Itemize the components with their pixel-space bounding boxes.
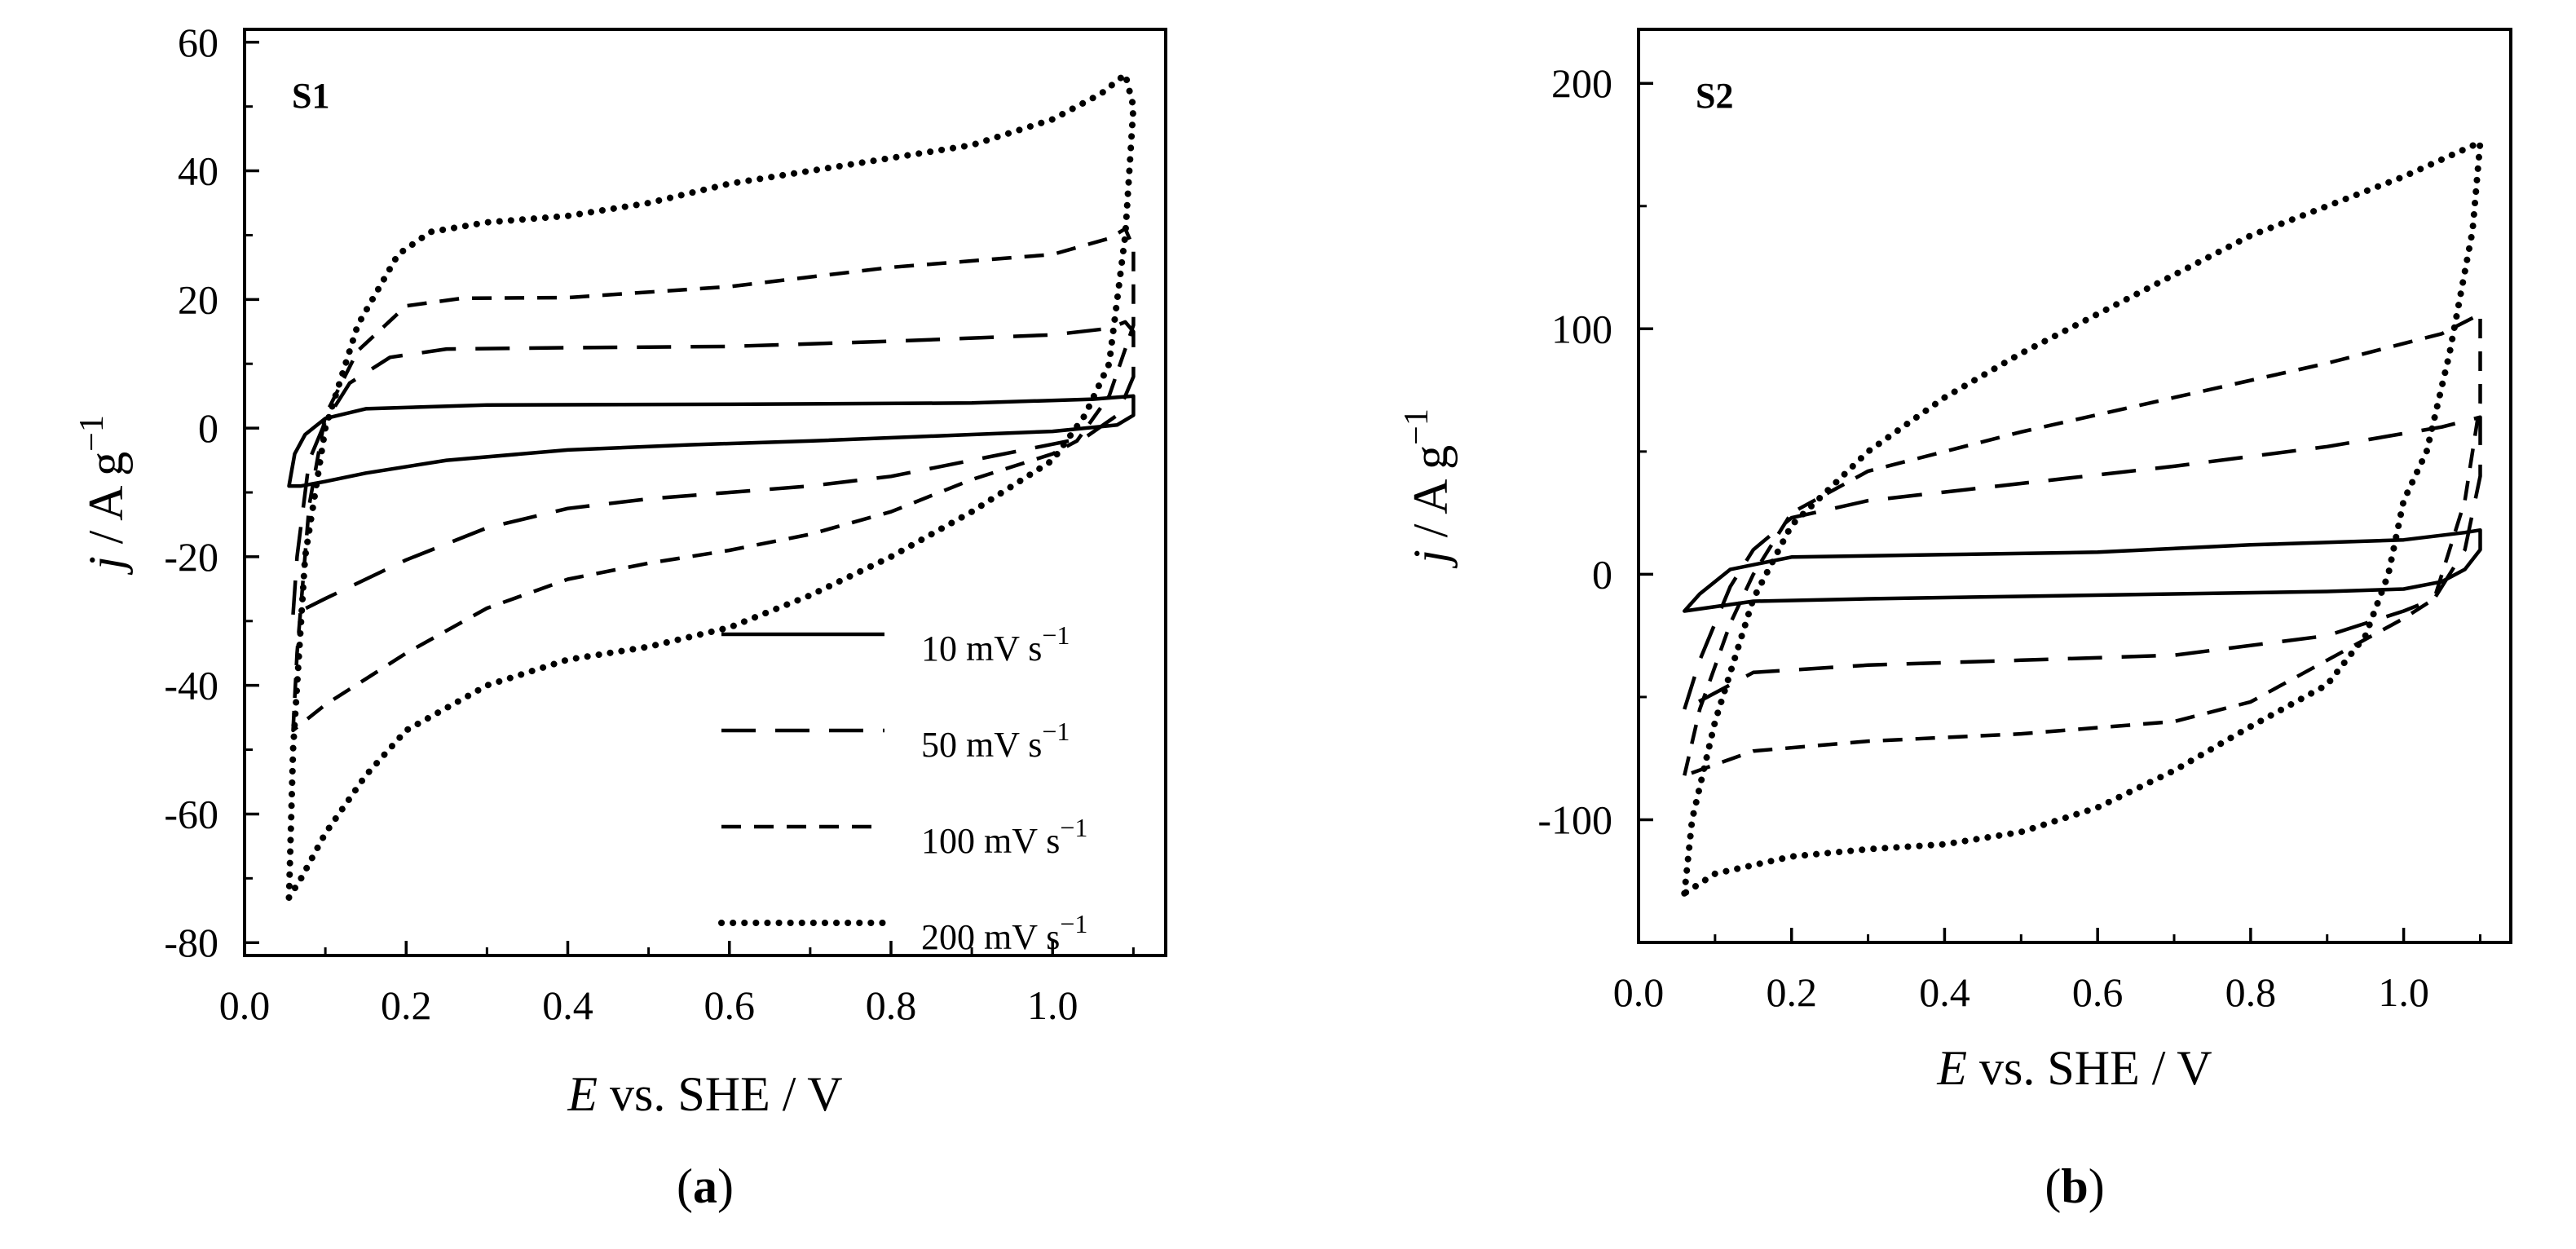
panel-caption: (a) — [677, 1159, 734, 1213]
y-tick-label: 20 — [178, 276, 218, 322]
cv-curve-solid — [1683, 527, 2482, 613]
legend-label: 200 mV s−1 — [921, 909, 1087, 957]
x-tick-label: 1.0 — [2378, 969, 2429, 1015]
panel-caption: (b) — [2044, 1159, 2104, 1213]
legend-label: 10 mV s−1 — [921, 620, 1070, 669]
plot-frame — [243, 28, 1167, 957]
x-tick-label: 0.6 — [2072, 969, 2124, 1015]
y-tick-label: -40 — [164, 663, 218, 708]
plot-frame — [1637, 28, 2512, 944]
cv-curve-short-dash — [1683, 311, 2482, 778]
x-tick-label: 1.0 — [1027, 982, 1078, 1028]
x-tick-label: 0.2 — [381, 982, 432, 1028]
x-tick-label: 0.4 — [542, 982, 593, 1028]
y-tick-label: -80 — [164, 920, 218, 965]
chart-panel-a: 0.0 0.2 0.4 0.6 0.8 1.0 60 40 20 0 -20 -40 -60 -80 E v… — [73, 20, 1167, 1213]
cv-curve-dotted — [1681, 139, 2484, 897]
y-axis-title: j / A g−1 — [1398, 408, 1458, 569]
y-tick-label: 0 — [198, 405, 218, 451]
y-tick-label: -20 — [164, 534, 218, 580]
x-tick-label: 0.6 — [704, 982, 755, 1028]
y-tick-label: 200 — [1551, 60, 1612, 106]
panel-tag: S1 — [292, 76, 329, 116]
legend-label: 50 mV s−1 — [921, 717, 1070, 765]
cv-curve-dotted — [285, 71, 1137, 901]
y-tick-label: 100 — [1551, 306, 1612, 351]
y-tick-label: 0 — [1592, 551, 1612, 597]
y-tick-label: 60 — [178, 20, 218, 65]
legend: 10 mV s−1 50 mV s−1 100 mV s−1 200 mV s−1 — [718, 620, 1087, 957]
x-tick-label: 0.8 — [866, 982, 917, 1028]
y-tick-label: 40 — [178, 148, 218, 194]
x-tick-label: 0.4 — [1919, 969, 1970, 1015]
legend-label: 100 mV s−1 — [921, 813, 1087, 861]
x-tick-label: 0.0 — [219, 982, 271, 1028]
cv-curve-solid — [287, 394, 1136, 488]
x-tick-label: 0.0 — [1613, 969, 1665, 1015]
cv-curve-short-dash — [291, 227, 1136, 733]
y-tick-label: -60 — [164, 791, 218, 836]
cv-curve-long-dash — [291, 320, 1136, 617]
panel-tag: S2 — [1696, 76, 1733, 116]
x-tick-label: 0.2 — [1766, 969, 1817, 1015]
cv-curve-long-dash — [1683, 415, 2482, 712]
x-axis-title: E vs. SHE / V — [567, 1067, 842, 1121]
x-axis-title: E vs. SHE / V — [1936, 1041, 2212, 1095]
chart-panel-b: 0.0 0.2 0.4 0.6 0.8 1.0 200 100 0 -100 E vs. SHE /… — [1398, 28, 2512, 1213]
x-tick-label: 0.8 — [2225, 969, 2277, 1015]
y-tick-label: -100 — [1537, 797, 1612, 842]
y-axis-title: j / A g−1 — [73, 415, 133, 576]
